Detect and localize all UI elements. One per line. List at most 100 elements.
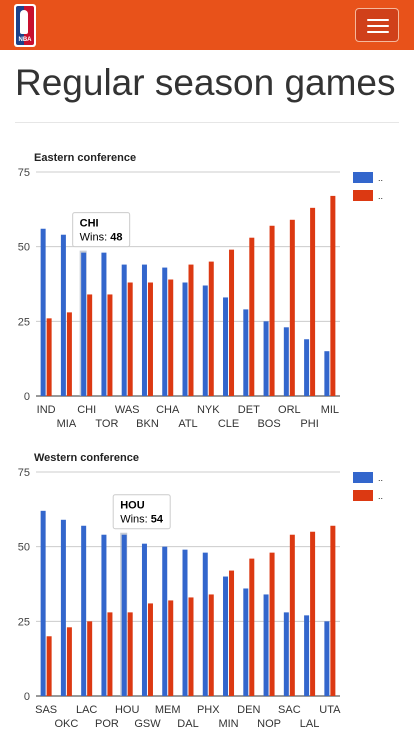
bar-min-series-1[interactable] — [223, 576, 229, 696]
logo-player-silhouette — [20, 10, 28, 34]
bar-cle-series-1[interactable] — [223, 297, 229, 396]
bar-ind-series-2[interactable] — [46, 318, 52, 396]
legend-label: .. — [378, 191, 383, 201]
bar-mia-series-2[interactable] — [66, 312, 72, 396]
bar-det-series-2[interactable] — [249, 237, 255, 396]
nba-logo[interactable]: NBA — [14, 4, 36, 47]
x-tick-label: POR — [95, 718, 119, 730]
bar-cha-series-2[interactable] — [168, 279, 174, 396]
chart-title: Eastern conference — [34, 152, 136, 164]
bar-chi-series-2[interactable] — [87, 294, 93, 396]
bar-was-series-1[interactable] — [121, 264, 127, 396]
bar-cha-series-1[interactable] — [162, 267, 168, 396]
x-tick-label: ATL — [178, 418, 197, 430]
bar-lac-series-1[interactable] — [81, 525, 87, 696]
bar-phi-series-2[interactable] — [310, 207, 316, 396]
western-chart-svg: Western conference 0 25 50 75 SAS OKC LAC POR HOU… — [18, 452, 383, 730]
bar-lal-series-2[interactable] — [310, 531, 316, 696]
x-tick-label: DET — [238, 404, 260, 416]
y-tick-label: 50 — [18, 242, 30, 254]
x-tick-label: MIL — [321, 404, 339, 416]
x-tick-label: DAL — [177, 718, 198, 730]
y-tick-label: 0 — [24, 691, 30, 703]
tooltip-category: CHI — [80, 218, 99, 230]
bar-orl-series-1[interactable] — [283, 327, 289, 396]
legend-swatch[interactable] — [353, 472, 373, 483]
tooltip-value-line: Wins: 54 — [120, 514, 164, 526]
bar-phi-series-1[interactable] — [304, 339, 310, 396]
tooltip-value: 48 — [110, 232, 122, 244]
bar-min-series-2[interactable] — [229, 570, 235, 696]
x-tick-label: ORL — [278, 404, 301, 416]
bar-bos-series-2[interactable] — [269, 225, 275, 396]
x-tick-label: TOR — [95, 418, 118, 430]
bar-nop-series-2[interactable] — [269, 552, 275, 696]
bar-okc-series-1[interactable] — [60, 519, 66, 696]
tooltip: CHI Wins: 48 — [72, 212, 131, 248]
y-tick-label: 75 — [18, 467, 30, 479]
x-tick-label: NYK — [197, 404, 220, 416]
bar-mem-series-2[interactable] — [168, 600, 174, 696]
bar-gsw-series-1[interactable] — [141, 543, 147, 696]
bar-sas-series-1[interactable] — [40, 510, 46, 696]
bar-dal-series-2[interactable] — [188, 597, 194, 696]
bar-det-series-1[interactable] — [243, 309, 249, 396]
x-tick-label: CLE — [218, 418, 239, 430]
bar-mem-series-1[interactable] — [162, 546, 168, 696]
bar-bkn-series-1[interactable] — [141, 264, 147, 396]
bar-atl-series-2[interactable] — [188, 264, 194, 396]
bar-cle-series-2[interactable] — [229, 249, 235, 396]
bar-den-series-2[interactable] — [249, 558, 255, 696]
x-tick-label: MIA — [57, 418, 77, 430]
bar-hou-series-1[interactable] — [121, 534, 127, 696]
bar-nop-series-1[interactable] — [263, 594, 269, 696]
bar-ind-series-1[interactable] — [40, 228, 46, 396]
eastern-chart-svg: Eastern conference0255075INDMIACHITORWAS… — [18, 152, 383, 430]
legend-swatch[interactable] — [353, 190, 373, 201]
bar-sac-series-2[interactable] — [289, 534, 295, 696]
western-conference-chart: Western conference 0 25 50 75 SAS OKC LAC POR HOU… — [0, 440, 414, 730]
bar-mia-series-1[interactable] — [60, 234, 66, 396]
bar-sac-series-1[interactable] — [283, 612, 289, 696]
bar-dal-series-1[interactable] — [182, 549, 188, 696]
hamburger-icon — [367, 25, 389, 27]
bar-tor-series-1[interactable] — [101, 252, 107, 396]
bar-por-series-2[interactable] — [107, 612, 113, 696]
x-tick-label: MIN — [218, 718, 238, 730]
bar-was-series-2[interactable] — [127, 282, 133, 396]
menu-toggle-button[interactable] — [355, 8, 399, 42]
bar-den-series-1[interactable] — [243, 588, 249, 696]
bar-sas-series-2[interactable] — [46, 636, 52, 696]
bar-tor-series-2[interactable] — [107, 294, 113, 396]
bar-bos-series-1[interactable] — [263, 321, 269, 396]
bar-nyk-series-2[interactable] — [208, 261, 214, 396]
legend-swatch[interactable] — [353, 172, 373, 183]
bar-chi-series-1[interactable] — [81, 252, 87, 396]
legend-label: .. — [378, 491, 383, 501]
bar-phx-series-2[interactable] — [208, 594, 214, 696]
logo-red-panel — [24, 6, 34, 45]
x-tick-label: NOP — [257, 718, 281, 730]
bar-por-series-1[interactable] — [101, 534, 107, 696]
bar-uta-series-2[interactable] — [330, 525, 336, 696]
bar-mil-series-1[interactable] — [324, 351, 330, 396]
x-tick-label: SAS — [35, 704, 57, 716]
bar-lal-series-1[interactable] — [304, 615, 310, 696]
tooltip-value-line: Wins: 48 — [80, 232, 123, 244]
x-tick-label: LAC — [76, 704, 97, 716]
bar-bkn-series-2[interactable] — [147, 282, 153, 396]
bar-uta-series-1[interactable] — [324, 621, 330, 696]
bar-okc-series-2[interactable] — [66, 627, 72, 696]
tooltip: HOU Wins: 54 — [112, 494, 171, 530]
bar-orl-series-2[interactable] — [289, 219, 295, 396]
bar-gsw-series-2[interactable] — [147, 603, 153, 696]
bar-nyk-series-1[interactable] — [202, 285, 208, 396]
bar-atl-series-1[interactable] — [182, 282, 188, 396]
legend-swatch[interactable] — [353, 490, 373, 501]
bar-mil-series-2[interactable] — [330, 195, 336, 396]
bar-hou-series-2[interactable] — [127, 612, 133, 696]
bar-phx-series-1[interactable] — [202, 552, 208, 696]
logo-text: NBA — [18, 37, 32, 43]
hamburger-icon — [367, 19, 389, 21]
bar-lac-series-2[interactable] — [87, 621, 93, 696]
